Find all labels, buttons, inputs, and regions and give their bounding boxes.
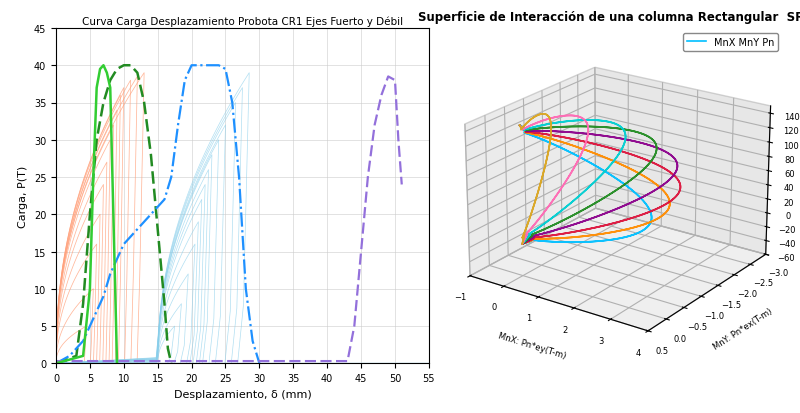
- Legend: MnX MnY Pn: MnX MnY Pn: [682, 34, 778, 52]
- Y-axis label: MnY: Pn*ex(T-m): MnY: Pn*ex(T-m): [712, 306, 774, 351]
- X-axis label: Desplazamiento, δ (mm): Desplazamiento, δ (mm): [174, 389, 311, 399]
- X-axis label: MnX: Pn*ey(T-m): MnX: Pn*ey(T-m): [497, 330, 567, 360]
- Title: Superficie de Interacción de una columna Rectangular  SRC: Superficie de Interacción de una columna…: [418, 11, 800, 24]
- Title: Curva Carga Desplazamiento Probota CR1 Ejes Fuerto y Débil: Curva Carga Desplazamiento Probota CR1 E…: [82, 16, 403, 27]
- Y-axis label: Carga, P(T): Carga, P(T): [18, 165, 28, 227]
